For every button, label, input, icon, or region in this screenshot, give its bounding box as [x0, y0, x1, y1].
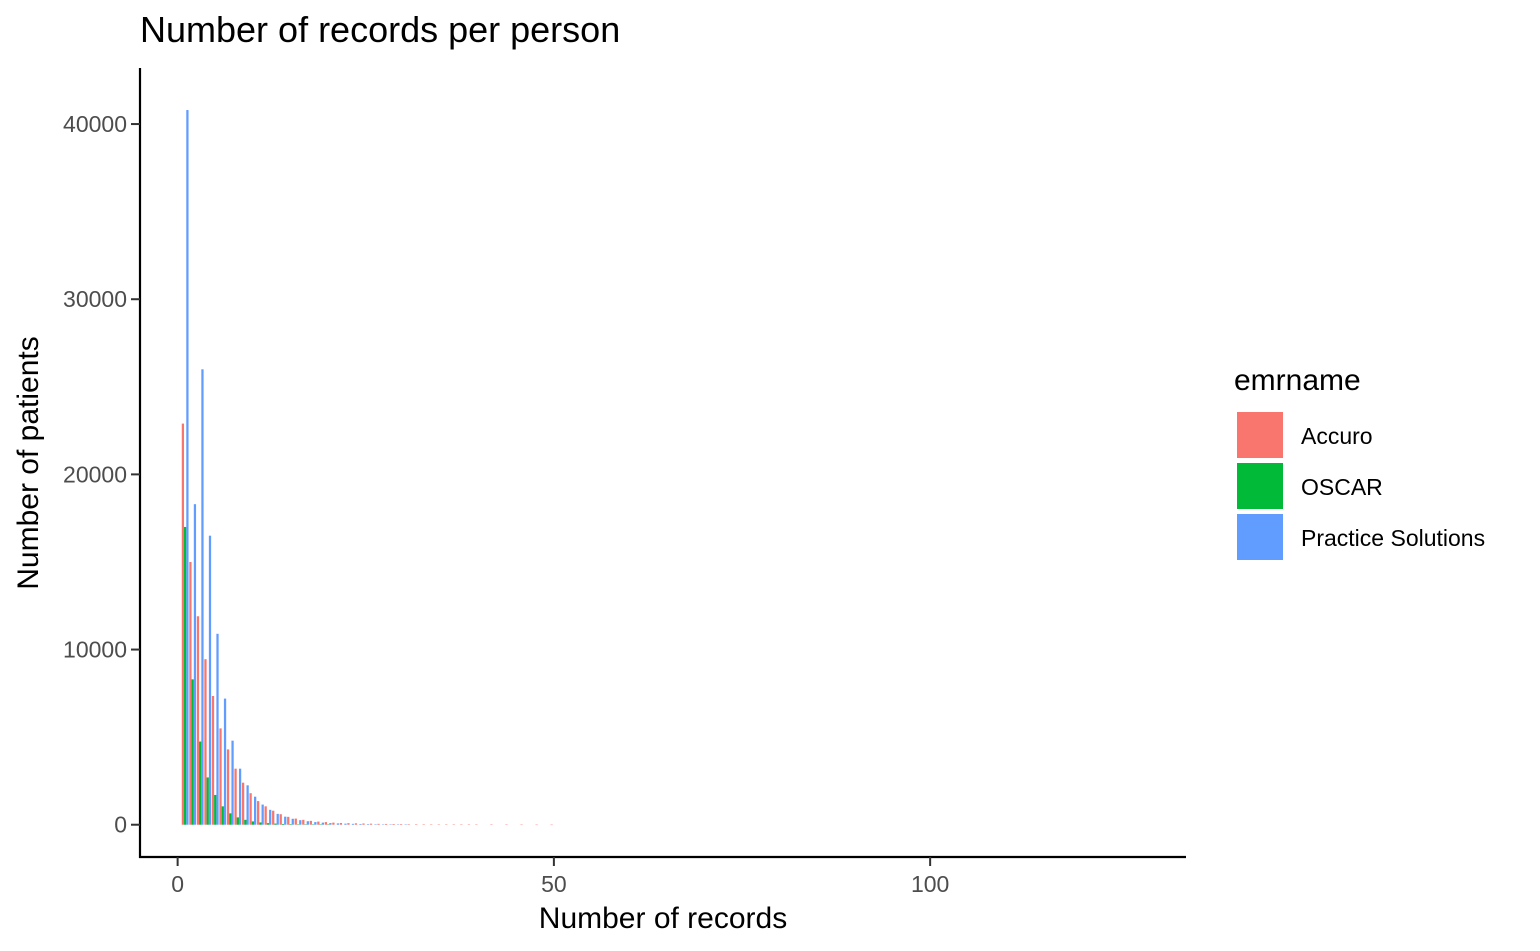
- bar-oscar-10: [251, 821, 255, 825]
- bar-practice-solutions-25: [366, 824, 370, 825]
- bar-oscar-5: [214, 794, 217, 825]
- bar-accuro-10: [249, 793, 252, 825]
- bar-practice-solutions-12: [269, 809, 272, 825]
- y-tick-label: 40000: [63, 111, 127, 137]
- bar-practice-solutions-22: [344, 823, 347, 825]
- bar-oscar-12: [266, 823, 270, 825]
- bar-oscar-14: [281, 823, 285, 825]
- bar-accuro-9: [241, 782, 245, 825]
- bar-practice-solutions-14: [284, 816, 287, 825]
- legend-swatch-accuro: [1237, 412, 1283, 458]
- y-tick-label: 30000: [63, 286, 127, 312]
- bar-practice-solutions-2: [193, 504, 197, 825]
- bar-practice-solutions-7: [231, 740, 234, 825]
- bar-practice-solutions-15: [291, 818, 294, 825]
- y-axis-ticks: 0 10000 20000 30000 40000: [63, 111, 140, 838]
- bar-accuro-8: [234, 768, 237, 825]
- bar-accuro-21: [332, 822, 335, 825]
- bar-oscar-1: [184, 526, 187, 825]
- bar-practice-solutions-13: [276, 813, 279, 825]
- bar-practice-solutions-19: [321, 822, 324, 825]
- bar-layer: [181, 110, 553, 826]
- y-axis-title: Number of patients: [12, 336, 45, 589]
- bar-accuro-29: [392, 824, 395, 825]
- bar-oscar-6: [221, 806, 224, 825]
- bar-accuro-15: [287, 816, 290, 825]
- bar-practice-solutions-20: [329, 823, 332, 825]
- bar-accuro-14: [279, 814, 282, 825]
- bar-practice-solutions-24: [359, 824, 362, 825]
- bar-practice-solutions-5: [216, 633, 219, 825]
- bar-accuro-13: [272, 810, 275, 825]
- bar-accuro-26: [369, 823, 373, 825]
- legend: emrname Accuro OSCAR Practice Solutions: [1234, 364, 1485, 560]
- bar-accuro-30: [399, 824, 403, 825]
- y-tick-label: 10000: [63, 637, 127, 663]
- chart-title: Number of records per person: [140, 9, 620, 50]
- y-tick-label: 0: [114, 812, 127, 838]
- bar-oscar-13: [274, 823, 277, 825]
- bar-accuro-20: [324, 822, 327, 825]
- legend-label-oscar: OSCAR: [1301, 474, 1383, 500]
- bar-accuro-7: [226, 749, 230, 825]
- legend-swatch-oscar: [1237, 463, 1283, 509]
- legend-title: emrname: [1234, 364, 1361, 397]
- bar-practice-solutions-16: [299, 820, 302, 825]
- bar-accuro-19: [317, 821, 320, 825]
- bar-accuro-24: [354, 823, 358, 825]
- x-axis-title: Number of records: [539, 902, 787, 935]
- bar-accuro-11: [257, 801, 260, 825]
- bar-practice-solutions-21: [336, 823, 340, 825]
- bar-accuro-2: [189, 561, 192, 825]
- bar-practice-solutions-4: [208, 535, 212, 825]
- bar-oscar-8: [236, 817, 239, 825]
- bar-oscar-11: [259, 822, 262, 825]
- bar-accuro-31: [407, 824, 410, 825]
- bar-accuro-23: [347, 823, 350, 825]
- x-tick-label: 50: [541, 871, 567, 897]
- bar-accuro-17: [302, 819, 305, 825]
- bar-oscar-9: [244, 819, 247, 825]
- bar-practice-solutions-10: [254, 796, 257, 825]
- bar-accuro-25: [362, 823, 365, 825]
- bar-practice-solutions-23: [351, 823, 355, 825]
- bar-oscar-3: [199, 741, 202, 825]
- x-axis-ticks: 0 50 100: [171, 857, 949, 897]
- legend-label-accuro: Accuro: [1301, 423, 1373, 449]
- x-tick-label: 100: [911, 871, 949, 897]
- bar-practice-solutions-1: [186, 110, 189, 825]
- bar-accuro-28: [384, 823, 388, 825]
- bar-accuro-3: [196, 616, 200, 825]
- legend-swatch-practice-solutions: [1237, 514, 1283, 560]
- bar-oscar-15: [289, 824, 292, 825]
- bar-practice-solutions-6: [223, 698, 227, 825]
- bar-accuro-6: [219, 728, 222, 825]
- bar-practice-solutions-3: [201, 369, 204, 825]
- bar-oscar-2: [191, 679, 194, 825]
- x-tick-label: 0: [171, 871, 184, 897]
- bar-accuro-5: [211, 695, 215, 825]
- bar-accuro-18: [309, 820, 312, 825]
- bar-accuro-16: [294, 818, 297, 825]
- bar-practice-solutions-17: [306, 821, 309, 825]
- bar-practice-solutions-11: [261, 804, 264, 825]
- bar-practice-solutions-18: [314, 822, 317, 825]
- bar-practice-solutions-9: [246, 785, 249, 825]
- bar-oscar-4: [206, 777, 209, 825]
- bar-accuro-27: [377, 823, 380, 825]
- bar-accuro-12: [264, 806, 267, 825]
- bar-accuro-22: [339, 822, 343, 825]
- y-tick-label: 20000: [63, 461, 127, 487]
- bar-oscar-7: [229, 813, 232, 825]
- bar-practice-solutions-8: [238, 768, 242, 825]
- bar-accuro-1: [181, 423, 185, 825]
- legend-items: Accuro OSCAR Practice Solutions: [1237, 412, 1485, 560]
- legend-label-practice-solutions: Practice Solutions: [1301, 525, 1485, 551]
- bar-accuro-4: [204, 659, 207, 825]
